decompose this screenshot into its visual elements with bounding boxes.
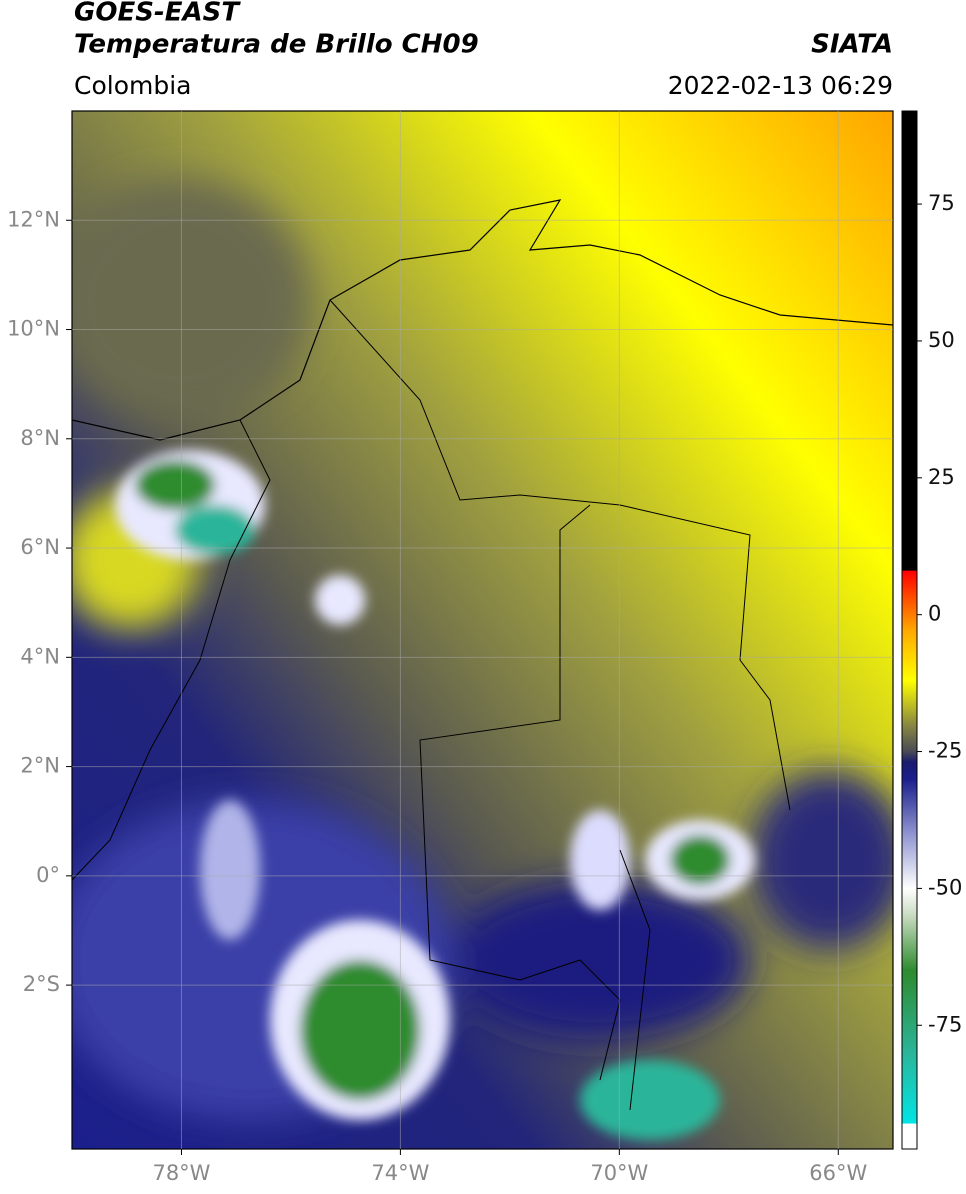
y-tick-label: 10°N <box>7 317 60 341</box>
region-label: Colombia <box>74 71 191 100</box>
y-tick-label: 0° <box>36 863 60 887</box>
y-tick-label: 8°N <box>20 426 60 450</box>
source-label: SIATA <box>811 30 893 60</box>
y-tick-label: 12°N <box>7 207 60 231</box>
colorbar-tick-label: 50 <box>928 328 955 352</box>
satellite-title: GOES-EAST <box>74 0 241 28</box>
y-tick-label: 2°S <box>23 972 60 996</box>
product-title: Temperatura de Brillo CH09 <box>74 30 479 60</box>
colorbar <box>901 110 918 1150</box>
x-tick-label: 78°W <box>152 1161 210 1185</box>
colorbar-tick-label: 0 <box>928 602 941 626</box>
datetime-label: 2022-02-13 06:29 <box>668 71 893 100</box>
y-tick-label: 6°N <box>20 535 60 559</box>
colorbar-tick-label: 25 <box>928 465 955 489</box>
x-tick-label: 70°W <box>590 1161 648 1185</box>
x-tick-label: 74°W <box>371 1161 429 1185</box>
colorbar-tick-label: -75 <box>928 1012 962 1036</box>
map-frame <box>71 110 894 1150</box>
y-tick-label: 2°N <box>20 754 60 778</box>
satellite-image <box>72 111 893 1149</box>
x-tick-label: 66°W <box>809 1161 867 1185</box>
colorbar-tick-label: -25 <box>928 739 962 763</box>
y-tick-label: 4°N <box>20 644 60 668</box>
colorbar-tick-label: -50 <box>928 875 962 899</box>
colorbar-tick-label: 75 <box>928 191 955 215</box>
